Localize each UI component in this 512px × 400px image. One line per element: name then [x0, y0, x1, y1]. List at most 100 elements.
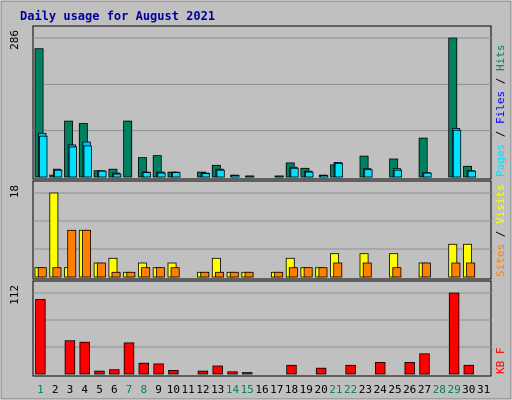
bar-pages-day-9 [157, 172, 166, 178]
day-label-24: 24 [374, 383, 388, 396]
bar-kbytes-day-10 [168, 369, 179, 375]
bar-pages-day-8 [142, 172, 151, 178]
bar-sites-day-3 [67, 229, 77, 278]
bar-pages-day-18 [290, 167, 299, 178]
x-axis-day-labels: 1 2 3 4 5 6 7 8 9 10 11 12 13 14 15 16 17 18 19 20 21 22 23 24 2… [37, 383, 490, 396]
day-label-16: 16 [255, 383, 268, 396]
bar-pages-day-6 [113, 173, 122, 178]
bar-pages-day-27 [423, 172, 432, 178]
panel-hits_files_pages: 286 Pages / Files / Hits [8, 25, 507, 180]
legend-sites_visits: Sites / Visits [494, 184, 507, 277]
bar-sites-day-17 [274, 271, 284, 278]
bar-pages-day-5 [98, 170, 107, 178]
bar-pages-day-13 [216, 169, 225, 178]
bar-pages-day-19 [305, 171, 314, 178]
bar-pages-day-15 [246, 175, 255, 178]
bar-sites-day-9 [155, 267, 165, 278]
day-label-23: 23 [359, 383, 372, 396]
bar-kbytes-day-5 [94, 370, 105, 375]
bar-pages-day-23 [364, 169, 373, 178]
day-label-3: 3 [67, 383, 74, 396]
plot-area [32, 280, 492, 377]
bar-kbytes-day-13 [212, 365, 223, 375]
day-label-20: 20 [314, 383, 327, 396]
legend-entry: Pages [494, 144, 507, 177]
bar-pages-day-1 [39, 135, 48, 178]
plot-area [32, 25, 492, 180]
bar-pages-day-10 [172, 172, 181, 178]
bar-kbytes-day-7 [123, 342, 135, 375]
day-label-25: 25 [388, 383, 401, 396]
day-label-10: 10 [167, 383, 180, 396]
day-label-26: 26 [403, 383, 416, 396]
bar-kbytes-day-22 [345, 364, 356, 375]
bar-sites-day-18 [288, 267, 298, 278]
legend-entry: / [494, 71, 507, 91]
bar-sites-day-1 [37, 267, 47, 278]
day-label-14: 14 [226, 383, 240, 396]
legend-entry: / [494, 124, 507, 144]
day-label-11: 11 [181, 383, 194, 396]
bar-sites-day-7 [126, 271, 136, 278]
bar-pages-day-17 [275, 175, 284, 178]
panel-kbytes: 112 KB F [8, 280, 507, 377]
legend-hits_files_pages: Pages / Files / Hits [494, 45, 507, 178]
bar-sites-day-6 [111, 271, 121, 278]
bar-sites-day-12 [200, 271, 210, 278]
bar-kbytes-day-6 [109, 369, 120, 375]
day-label-15: 15 [241, 383, 254, 396]
legend-kbytes: KB F [494, 348, 507, 375]
chart-title: Daily usage for August 2021 [20, 9, 215, 23]
bar-pages-day-4 [83, 145, 92, 178]
legend-entry: Hits [494, 45, 507, 72]
bar-sites-day-8 [141, 267, 151, 278]
bar-sites-day-15 [244, 271, 254, 278]
bar-pages-day-12 [201, 173, 210, 178]
day-label-27: 27 [418, 383, 431, 396]
legend-entry: Files [494, 91, 507, 124]
day-label-29: 29 [447, 383, 460, 396]
bar-pages-day-3 [68, 146, 77, 178]
legend-entry: Sites [494, 244, 507, 277]
bar-kbytes-day-27 [419, 353, 430, 375]
legend-entry: KB F [494, 348, 507, 375]
bar-pages-day-30 [467, 170, 476, 178]
bar-pages-day-20 [319, 175, 329, 178]
bar-hits-day-7 [123, 120, 133, 178]
day-label-1: 1 [37, 383, 44, 396]
day-label-31: 31 [477, 383, 490, 396]
bar-pages-day-14 [231, 175, 240, 178]
bar-kbytes-day-18 [286, 364, 297, 375]
bar-kbytes-day-3 [64, 340, 76, 375]
bar-sites-day-19 [303, 267, 313, 278]
bar-sites-day-5 [96, 262, 106, 278]
bar-sites-day-27 [421, 262, 431, 278]
bar-kbytes-day-20 [315, 367, 327, 375]
bar-kbytes-day-30 [463, 364, 475, 375]
day-label-17: 17 [270, 383, 283, 396]
bar-sites-day-20 [318, 267, 328, 278]
bar-sites-day-4 [82, 229, 92, 278]
bar-sites-day-29 [451, 262, 461, 278]
day-label-12: 12 [196, 383, 209, 396]
bar-sites-day-25 [392, 267, 402, 278]
bar-kbytes-day-26 [404, 361, 415, 375]
bar-kbytes-day-4 [79, 341, 90, 375]
day-label-13: 13 [211, 383, 224, 396]
bar-sites-day-14 [229, 271, 239, 278]
day-label-5: 5 [96, 383, 103, 396]
bar-visits-day-2 [49, 192, 59, 278]
bar-sites-day-13 [215, 271, 225, 278]
day-label-2: 2 [52, 383, 59, 396]
bar-sites-day-2 [52, 267, 62, 278]
bar-pages-day-25 [393, 169, 403, 178]
day-label-6: 6 [111, 383, 118, 396]
y-max-label: 18 [8, 185, 21, 198]
bar-kbytes-day-8 [138, 362, 150, 375]
bar-kbytes-day-24 [374, 361, 386, 375]
bar-kbytes-day-15 [241, 372, 253, 375]
day-label-8: 8 [140, 383, 147, 396]
